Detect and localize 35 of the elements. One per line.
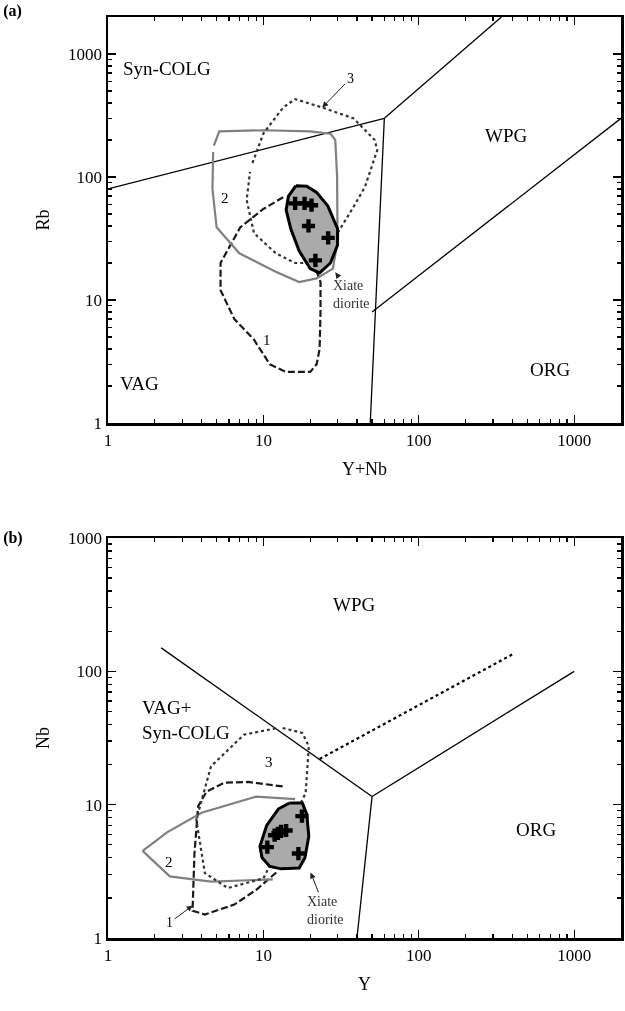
x-axis-title: Y [358,974,371,995]
chart-title: (b) [3,529,23,548]
annotation: 3 [347,71,354,86]
x-tick-label: 1000 [557,945,592,965]
y-tick-label: 1 [93,928,103,948]
annotation: ORG [516,819,557,840]
annotation: Xiate diorite [333,278,370,312]
y-axis-title: Nb [33,727,54,749]
y-tick-label: 100 [76,167,103,187]
y-tick-label: 1000 [68,528,103,548]
y-tick-label: 10 [85,795,103,815]
annotation: VAG [120,373,159,394]
annotation: WPG [333,594,376,615]
y-tick-label: 1000 [68,44,103,64]
annotation: 1 [263,332,271,348]
x-tick-label: 100 [406,430,432,450]
y-tick-label: 100 [76,662,103,682]
y-axis-title: Rb [33,209,54,231]
annotation: VAG+ Syn-COLG [142,697,230,743]
annotation: 3 [265,754,273,770]
x-tick-label: 1000 [557,430,592,450]
annotation: WPG [485,125,528,146]
annotation: ORG [530,359,571,380]
x-tick-label: 100 [406,945,432,965]
x-tick-label: 10 [254,430,272,450]
annotation: Syn-COLG [123,58,211,79]
chart-title: (a) [3,2,22,21]
annotation: 2 [165,854,173,870]
annotation: 2 [221,190,229,206]
x-tick-label: 10 [254,945,272,965]
annotation: Xiate diorite [307,894,344,928]
x-axis-title: Y+Nb [341,459,388,480]
y-tick-label: 1 [93,413,103,433]
y-tick-label: 10 [85,290,103,310]
annotation: 1 [166,915,173,930]
